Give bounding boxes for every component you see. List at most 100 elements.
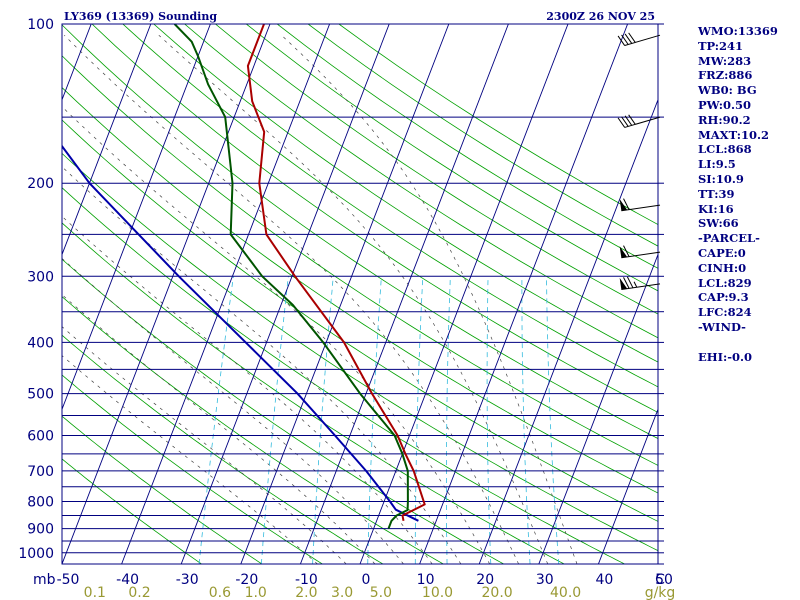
moist-adiabat-line: [62, 215, 433, 564]
dry-adiabat-line: [153, 24, 658, 363]
temperature-tick-label: -20: [235, 572, 258, 588]
pressure-tick-label: 700: [27, 464, 54, 480]
index-frz: FRZ:886: [698, 68, 753, 83]
pressure-tick-label: 1000: [18, 546, 54, 562]
dry-adiabat-line: [246, 24, 658, 292]
dry-adiabat-line: [184, 24, 658, 339]
moist-adiabat-line: [64, 34, 520, 564]
dry-adiabat-line: [62, 258, 504, 564]
moist-adiabat-line: [62, 294, 376, 564]
pressure-unit-label: mb: [33, 572, 56, 588]
pressure-tick-label: 300: [27, 269, 54, 285]
dry-adiabat-line: [62, 187, 625, 564]
valid-time: 2300Z 26 NOV 25: [546, 10, 655, 23]
index-spacer: [698, 335, 798, 350]
temperature-profile: [246, 24, 426, 521]
index-cap: CAP:9.3: [698, 290, 749, 305]
pressure-tick-label: 600: [27, 429, 54, 445]
moist-adiabat-line: [62, 355, 318, 564]
mixing-ratio-line: [367, 276, 382, 564]
mixing-ratio-line: [486, 276, 492, 564]
isotherm-line: [419, 24, 629, 564]
mixing-ratio-label: 20.0: [482, 585, 513, 600]
wind-barb: [619, 276, 661, 291]
temperature-tick-label: 30: [536, 572, 554, 588]
mixing-ratio-line: [414, 276, 424, 564]
index-si: SI:10.9: [698, 171, 744, 186]
isotherm-line: [597, 408, 658, 564]
background-lines: [62, 24, 658, 564]
chart-title: LY369 (13369) Sounding: [64, 10, 218, 23]
dry-adiabat-line: [62, 374, 323, 564]
dry-adiabat-line: [62, 296, 444, 564]
isotherm-line: [299, 24, 509, 564]
dry-adiabat-line: [62, 119, 658, 522]
index-wmo: WMO:13369: [698, 24, 778, 38]
index-rh: RH:90.2: [698, 112, 751, 127]
index-lcl: LCL:868: [698, 142, 752, 157]
temperature-tick-label: -30: [176, 572, 199, 588]
mixing-ratio-label: 0.1: [84, 585, 106, 600]
dry-adiabat-line: [62, 458, 202, 564]
mixing-ratio-label: 10.0: [422, 585, 453, 600]
wind-section-header: -WIND-: [698, 319, 746, 334]
pressure-tick-label: 900: [27, 522, 54, 538]
mixing-ratio-label: 0.6: [209, 585, 231, 600]
mixing-ratio-line: [198, 276, 234, 564]
temperature-tick-label: 20: [476, 572, 494, 588]
wind-barbs: [617, 32, 661, 291]
mixing-ratio-label: 5.0: [370, 585, 392, 600]
dry-adiabat-line: [215, 24, 658, 315]
mixing-ratio-line: [521, 276, 531, 564]
dry-adiabat-line: [276, 24, 658, 269]
moist-adiabat-line: [62, 106, 491, 564]
temperature-tick-label: -10: [295, 572, 318, 588]
dry-adiabat-line: [307, 24, 658, 247]
mixing-ratio-line: [261, 276, 289, 564]
wind-barb: [619, 198, 661, 212]
index-mw: MW:283: [698, 53, 752, 68]
dewpoint-profile: [173, 24, 409, 529]
dry-adiabat-line: [62, 152, 658, 552]
mixing-ratio-label: 1.0: [245, 585, 267, 600]
dry-adiabat-line: [122, 24, 658, 388]
temperature-tick-label: -40: [116, 572, 139, 588]
pressure-tick-label: 100: [27, 17, 54, 33]
temperature-tick-label: 40: [595, 572, 613, 588]
wind-barb: [619, 245, 661, 259]
isotherm-line: [478, 98, 658, 564]
index-tt: TT:39: [698, 186, 735, 201]
temperature-tick-label: -50: [57, 572, 80, 588]
index-cinh: CINH:0: [698, 260, 747, 275]
mixing-ratio-unit-label: g/kg: [645, 585, 676, 600]
isotherm-line: [62, 24, 211, 411]
moist-adiabat-line: [62, 166, 462, 564]
stability-index-panel: WMO:13369 TP:241 MW:283 FRZ:886 WB0: BG …: [698, 24, 798, 364]
index-sw: SW:66: [698, 216, 739, 231]
pressure-tick-label: 500: [27, 387, 54, 403]
index-wb0: WB0: BG: [698, 83, 757, 98]
isotherm-line: [538, 253, 658, 564]
temperature-tick-label: 50: [655, 572, 673, 588]
index-tp: TP:241: [698, 38, 744, 53]
parcel-trace: [62, 144, 419, 522]
index-parcel-lcl: LCL:829: [698, 275, 752, 290]
parcel-section-header: -PARCEL-: [698, 231, 760, 246]
index-pw: PW:0.50: [698, 97, 752, 112]
temperature-tick-label: 0: [362, 572, 371, 588]
pressure-tick-label: 800: [27, 495, 54, 511]
index-ehi: EHI:-0.0: [698, 349, 753, 364]
moist-adiabat-line: [281, 34, 578, 564]
index-ki: KI:16: [698, 201, 734, 216]
dry-adiabat-line: [62, 415, 263, 564]
moist-adiabat-line: [62, 257, 404, 564]
sounding-profiles: [62, 24, 426, 529]
dry-adiabat-line: [62, 334, 384, 564]
dry-adiabat-line: [62, 24, 658, 440]
dry-adiabat-line: [62, 222, 565, 564]
isotherm-line: [62, 24, 152, 256]
isotherm-line: [121, 24, 331, 564]
